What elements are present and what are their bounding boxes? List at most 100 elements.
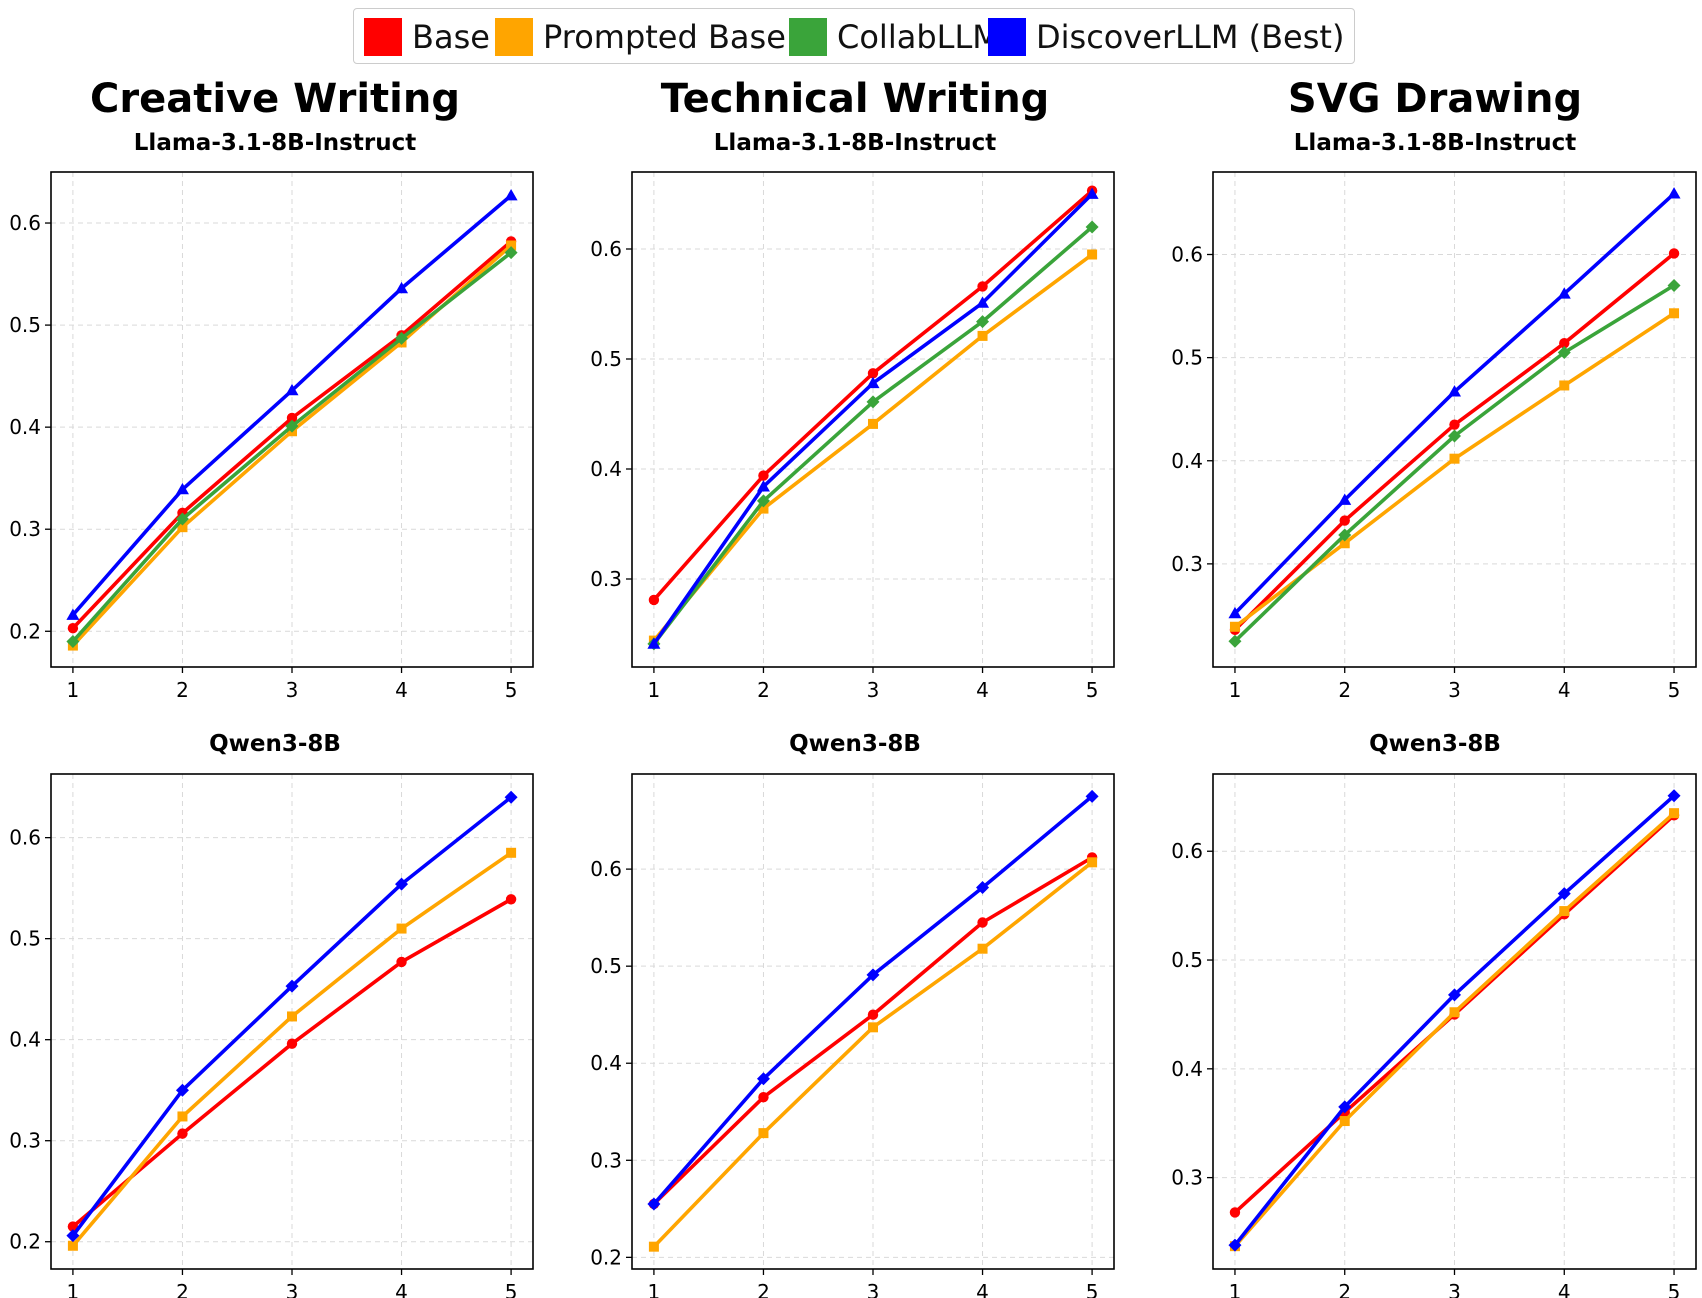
legend-label-collabllm: CollabLLM [837, 18, 1000, 56]
data-point-discoverllm-best [504, 188, 518, 201]
panel-svg-drawing-llama-3-1-8b-instruct: 1 2 3 4 5 0.3 0.4 0.5 0.6 [1171, 171, 1697, 702]
data-point-collabllm [976, 315, 990, 329]
data-point-discoverllm-best [285, 979, 299, 993]
x-tick-label: 1 [1229, 678, 1242, 702]
data-point-discoverllm-best [976, 296, 990, 308]
y-tick-label: 0.4 [9, 415, 41, 439]
data-point-collabllm [1085, 220, 1099, 234]
data-point-prompted-base [1339, 1116, 1350, 1127]
data-point-prompted-base [1559, 380, 1570, 391]
data-point-prompted-base [1669, 808, 1680, 819]
x-tick-label: 2 [1338, 678, 1351, 702]
y-tick-label: 0.2 [590, 1245, 622, 1269]
x-tick-label: 5 [1668, 1280, 1681, 1298]
data-point-discoverllm-best [1085, 789, 1099, 803]
data-point-prompted-base [1229, 621, 1240, 632]
x-tick-label: 4 [1558, 1280, 1571, 1298]
data-point-discoverllm-best [175, 1083, 189, 1097]
y-tick-label: 0.4 [590, 457, 622, 481]
y-tick-label: 0.5 [1171, 346, 1203, 370]
panel-subtitle: Qwen3-8B [789, 731, 921, 757]
data-point-prompted-base [758, 1128, 769, 1139]
x-tick-label: 3 [1448, 678, 1461, 702]
y-tick-label: 0.6 [9, 211, 41, 235]
data-point-prompted-base [1669, 308, 1680, 319]
data-point-base [286, 412, 298, 424]
x-tick-label: 3 [286, 678, 299, 702]
data-point-base [396, 956, 407, 968]
data-point-prompted-base [177, 522, 188, 533]
data-point-discoverllm-best [1228, 606, 1242, 619]
data-point-prompted-base [1339, 538, 1350, 549]
x-tick-label: 2 [176, 1280, 189, 1298]
data-point-prompted-base [506, 847, 517, 858]
legend-swatch-discoverllm [988, 18, 1026, 56]
x-tick-label: 2 [757, 1280, 770, 1298]
data-point-collabllm [66, 634, 80, 648]
panel-subtitle: Llama-3.1-8B-Instruct [133, 130, 417, 156]
column-title-creative-writing: Creative Writing [90, 76, 460, 122]
column-title-svg-drawing: SVG Drawing [1287, 76, 1583, 122]
data-point-base [758, 1092, 769, 1103]
x-tick-label: 3 [867, 1280, 880, 1298]
data-point-collabllm [504, 246, 518, 260]
data-point-discoverllm-best [1448, 988, 1461, 1002]
x-tick-label: 4 [1558, 678, 1571, 702]
data-point-collabllm [395, 331, 409, 345]
y-tick-label: 0.3 [1171, 1166, 1203, 1190]
x-tick-label: 5 [505, 1280, 518, 1298]
legend-label-prompted-base: Prompted Base [543, 18, 786, 56]
data-point-base [867, 368, 879, 379]
data-point-collabllm [1228, 634, 1242, 648]
legend-label-discoverllm: DiscoverLLM (Best) [1036, 18, 1345, 56]
data-point-base [977, 917, 988, 928]
data-point-discoverllm-best [1667, 789, 1681, 803]
data-point-collabllm [1667, 278, 1681, 292]
x-tick-label: 5 [1086, 1280, 1099, 1298]
data-point-discoverllm-best [1338, 493, 1352, 505]
data-point-base [67, 1221, 79, 1232]
x-tick-label: 3 [867, 678, 880, 702]
x-tick-label: 4 [395, 678, 408, 702]
data-point-prompted-base [977, 330, 988, 341]
data-point-discoverllm-best [1667, 187, 1681, 199]
x-tick-label: 4 [976, 1280, 989, 1298]
y-tick-label: 0.6 [590, 237, 622, 261]
y-tick-label: 0.5 [9, 927, 41, 951]
data-point-base [1449, 419, 1460, 430]
x-tick-label: 2 [1338, 1280, 1351, 1298]
data-point-discoverllm-best [756, 480, 770, 492]
data-point-discoverllm-best [395, 281, 409, 294]
data-point-discoverllm-best [175, 482, 189, 495]
x-tick-label: 3 [1448, 1280, 1461, 1298]
data-point-discoverllm-best [1085, 187, 1099, 199]
plot-frame [50, 773, 534, 1270]
data-point-base [505, 894, 517, 905]
x-tick-label: 1 [648, 1280, 661, 1298]
data-point-base [67, 623, 79, 634]
panel-technical-writing-qwen3-8b: 1 2 3 4 5 0.2 0.3 0.4 0.5 0.6 [590, 773, 1115, 1298]
panel-subtitle: Llama-3.1-8B-Instruct [1293, 130, 1577, 156]
plot-frame [631, 773, 1115, 1270]
x-tick-label: 4 [395, 1280, 408, 1298]
y-tick-label: 0.5 [1171, 948, 1203, 972]
data-point-discoverllm-best [504, 790, 518, 804]
x-tick-label: 5 [1086, 678, 1099, 702]
data-point-base [1339, 515, 1350, 526]
data-point-discoverllm-best [976, 881, 990, 895]
data-point-base [1668, 248, 1680, 259]
data-point-discoverllm-best [756, 1072, 770, 1086]
data-point-discoverllm-best [1228, 1238, 1242, 1252]
data-point-discoverllm-best [66, 1229, 80, 1243]
legend-swatch-collabllm [789, 18, 827, 56]
y-tick-label: 0.5 [9, 313, 41, 337]
panel-subtitle: Qwen3-8B [1369, 731, 1501, 757]
data-point-discoverllm-best [66, 608, 80, 620]
legend-label-base: Base [412, 18, 490, 56]
y-tick-label: 0.6 [9, 826, 41, 850]
data-point-prompted-base [67, 1240, 78, 1251]
x-tick-label: 4 [976, 678, 989, 702]
series-line-prompted-base [652, 252, 1094, 643]
y-tick-label: 0.6 [590, 857, 622, 881]
